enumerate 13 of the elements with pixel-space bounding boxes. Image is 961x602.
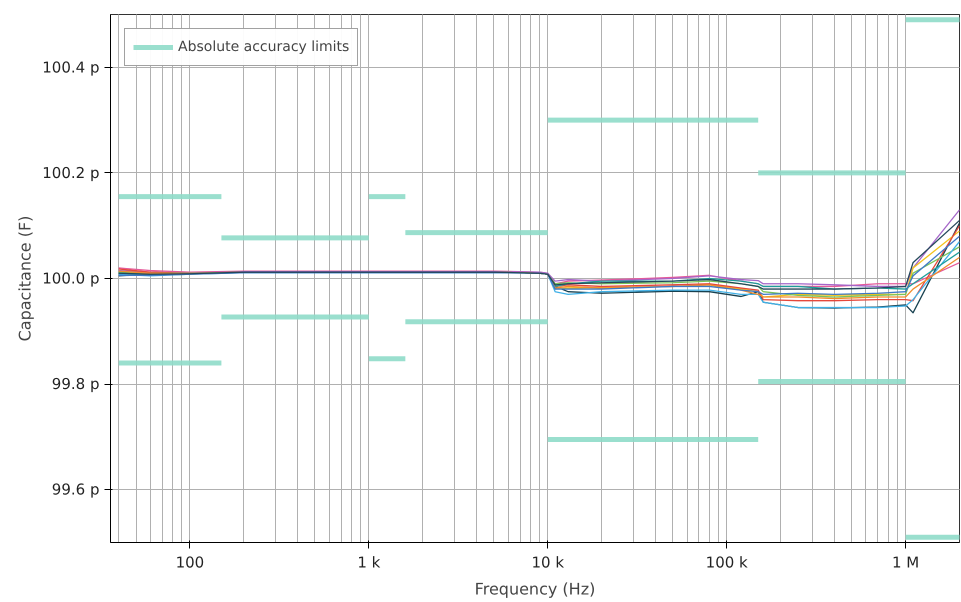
y-axis-title: Capacitance (F) [15,216,34,342]
x-axis-title: Frequency (Hz) [474,580,596,598]
x-tick-label: 10 k [531,554,564,572]
y-tick-label: 100.0 p [42,270,100,288]
x-tick-label: 100 k [706,554,748,572]
y-tick-label: 99.8 p [52,375,100,394]
y-tick-label: 99.6 p [52,480,100,499]
x-tick-label: 1 k [357,554,381,572]
y-tick-label: 100.4 p [42,58,100,76]
y-tick-label: 100.2 p [42,164,100,182]
legend-label: Absolute accuracy limits [178,39,350,55]
x-tick-label: 100 [176,554,204,572]
x-tick-label: 1 M [892,554,920,572]
